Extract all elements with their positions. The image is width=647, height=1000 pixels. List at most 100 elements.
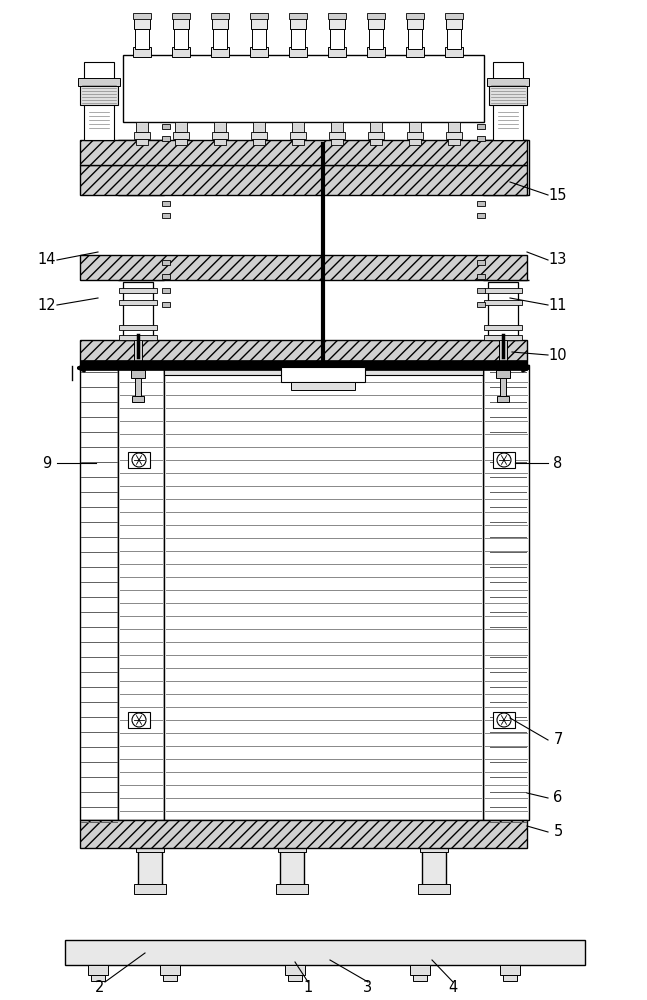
Bar [162,136,170,141]
Bar [250,13,268,19]
Text: 9: 9 [42,456,52,471]
Bar [369,27,383,49]
Bar [477,213,485,218]
Bar [119,288,157,293]
Bar [175,122,187,132]
Bar [134,132,150,139]
Bar [410,965,430,975]
Bar [65,940,585,965]
Bar [477,274,485,279]
Bar [212,17,228,29]
Bar [136,139,148,145]
Bar [184,350,463,365]
Bar [406,13,424,19]
Bar [135,378,141,396]
Bar [488,282,518,340]
Bar [445,13,463,19]
Bar [119,335,157,340]
Bar [162,288,170,293]
Bar [128,712,150,728]
Bar [172,47,190,57]
Bar [446,17,462,29]
Bar [445,47,463,57]
Bar [290,132,306,139]
Bar [328,13,346,19]
Bar [118,365,164,820]
Bar [420,844,448,852]
Bar [484,325,522,330]
Text: 10: 10 [549,348,567,362]
Bar [370,139,382,145]
Text: 13: 13 [549,252,567,267]
Bar [80,140,527,165]
Bar [214,139,226,145]
Bar [328,47,346,57]
Bar [290,17,306,29]
Bar [500,378,506,396]
Bar [84,62,114,140]
Bar [135,27,149,49]
Bar [136,122,148,132]
Bar [291,27,305,49]
Bar [251,132,267,139]
Bar [278,844,306,852]
Bar [408,27,422,49]
Bar [212,132,228,139]
Bar [367,47,385,57]
Bar [368,17,384,29]
Bar [89,112,109,122]
Text: 12: 12 [38,298,56,312]
Bar [85,120,113,140]
Text: 6: 6 [553,790,563,806]
Bar [88,965,108,975]
Bar [250,47,268,57]
Bar [288,975,302,981]
Bar [448,139,460,145]
Bar [407,132,423,139]
Text: 8: 8 [553,456,563,471]
Circle shape [497,713,511,727]
Circle shape [132,453,146,467]
Bar [493,712,515,728]
Bar [162,260,170,265]
Bar [477,201,485,206]
Bar [487,78,529,86]
Bar [484,335,522,340]
Bar [367,13,385,19]
Bar [483,365,529,820]
Text: 3: 3 [364,980,373,996]
Bar [80,340,527,365]
Bar [160,965,180,975]
Bar [80,165,527,195]
Bar [164,365,483,820]
Bar [489,85,527,105]
Text: 7: 7 [553,732,563,748]
Bar [413,975,427,981]
Bar [163,975,177,981]
Bar [329,17,345,29]
Bar [214,122,226,132]
Bar [132,396,144,402]
Bar [138,848,162,890]
Bar [91,975,105,981]
Bar [289,13,307,19]
Bar [251,17,267,29]
Bar [446,132,462,139]
Circle shape [132,713,146,727]
Bar [499,340,507,370]
Bar [494,120,522,140]
Bar [80,255,527,280]
Text: 2: 2 [95,980,105,996]
Bar [493,62,523,140]
Text: 14: 14 [38,252,56,267]
Bar [80,85,118,105]
Bar [407,17,423,29]
Bar [409,122,421,132]
Bar [448,122,460,132]
Bar [331,122,343,132]
Bar [162,213,170,218]
Bar [406,47,424,57]
Text: 11: 11 [549,298,567,312]
Text: 4: 4 [448,980,457,996]
Bar [500,965,520,975]
